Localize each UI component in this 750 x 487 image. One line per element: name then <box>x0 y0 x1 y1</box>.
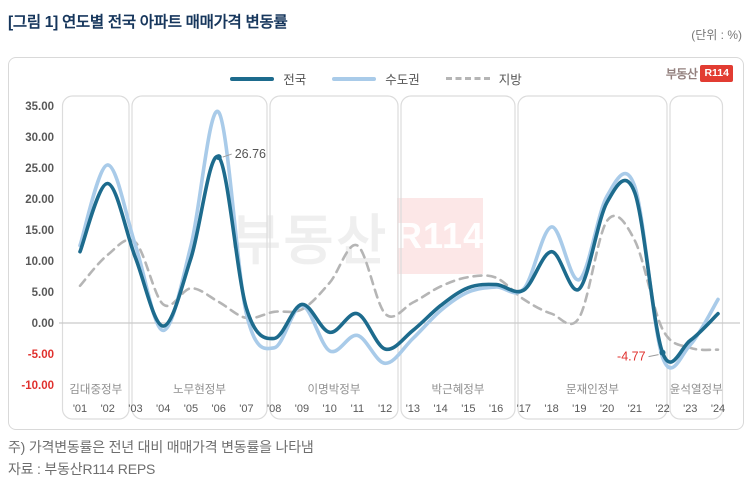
gov-box-2 <box>269 95 399 420</box>
legend-item-national: 전국 <box>230 69 306 88</box>
r114-logo-badge: R114 <box>700 65 733 82</box>
annotation-label: 26.76 <box>235 147 266 161</box>
x-tick-label: '20 <box>600 403 614 415</box>
y-tick-label: -5.00 <box>28 349 54 361</box>
chart-line-regional <box>78 214 720 352</box>
legend-item-regional: 지방 <box>445 69 522 88</box>
x-tick-label: '10 <box>322 403 336 415</box>
y-tick-label: 5.00 <box>32 287 54 299</box>
title-row: [그림 1] 연도별 전국 아파트 매매가격 변동률 (단위 : %) <box>8 10 744 42</box>
annotation-leader <box>648 354 659 358</box>
legend-item-metro: 수도권 <box>332 69 420 88</box>
annotation-leader <box>222 153 232 158</box>
gov-box-1 <box>131 95 268 420</box>
footnote-source: 자료 : 부동산R114 REPS <box>8 460 156 477</box>
line-chart-plot: 김대중정부 '01 '02 노무현정부 '03 '04 '05 '06 '07 이명박정부 '08 '… <box>21 95 740 420</box>
footnotes: 주) 가격변동률은 전년 대비 매매가격 변동률을 나타냄 자료 : 부동산R1… <box>8 437 314 480</box>
y-tick-label: 35.00 <box>25 101 54 113</box>
gov-label-0: 김대중정부 <box>69 383 122 396</box>
x-tick-label: '07 <box>239 403 253 415</box>
gov-label-3: 박근혜정부 <box>432 383 485 396</box>
x-tick-label: '12 <box>378 403 392 415</box>
x-tick-label: '15 <box>461 403 475 415</box>
y-tick-label: 15.00 <box>25 225 54 237</box>
x-tick-label: '05 <box>184 403 198 415</box>
footnote-method: 주) 가격변동률은 전년 대비 매매가격 변동률을 나타냄 <box>8 439 314 455</box>
x-tick-label: '19 <box>572 403 586 415</box>
gov-label-1: 노무현정부 <box>173 383 226 396</box>
r114-logo: 부동산 R114 <box>666 65 733 82</box>
legend-swatch <box>230 76 275 81</box>
r114-logo-text: 부동산 <box>665 67 698 81</box>
y-tick-label: -10.00 <box>21 380 54 392</box>
x-tick-label: '17 <box>517 403 531 415</box>
legend-swatch <box>445 77 490 80</box>
annotation-point <box>215 154 222 161</box>
annotation-point <box>659 349 666 356</box>
chart-legend: 전국 수도권 지방 <box>9 69 743 88</box>
y-tick-label: 25.00 <box>25 163 54 175</box>
y-tick-label: 20.00 <box>25 194 54 206</box>
x-tick-label: '08 <box>267 403 281 415</box>
x-tick-label: '18 <box>544 403 558 415</box>
gov-label-4: 문재인정부 <box>566 383 619 396</box>
legend-swatch <box>332 76 377 81</box>
gov-box-0 <box>61 95 130 420</box>
x-tick-label: '09 <box>295 403 309 415</box>
legend-label: 지방 <box>498 73 522 87</box>
gov-box-3 <box>400 95 516 420</box>
legend-label: 수도권 <box>385 73 420 87</box>
gov-box-5 <box>669 95 724 420</box>
y-tick-label: 30.00 <box>25 132 54 144</box>
y-tick-label: 0.00 <box>32 318 54 330</box>
figure-title: [그림 1] 연도별 전국 아파트 매매가격 변동률 <box>8 14 288 31</box>
gov-box-4 <box>517 95 668 420</box>
x-tick-label: '11 <box>351 403 365 415</box>
unit-label: (단위 : %) <box>691 28 742 42</box>
x-tick-label: '23 <box>683 403 697 415</box>
x-tick-label: '06 <box>212 403 226 415</box>
x-tick-label: '14 <box>433 403 447 415</box>
chart-line-national <box>78 154 720 364</box>
x-tick-label: '21 <box>628 403 642 415</box>
gov-label-5: 윤석열정부 <box>670 383 723 396</box>
chart-line-metro <box>78 109 720 370</box>
x-tick-label: '02 <box>101 403 115 415</box>
x-tick-label: '04 <box>156 403 170 415</box>
annotation-label: -4.77 <box>617 350 646 364</box>
x-tick-label: '03 <box>128 403 142 415</box>
x-tick-label: '16 <box>489 403 503 415</box>
chart-container: 전국 수도권 지방 부동산 R114 부동산 R114 김대중정부 '01 '02 노무현… <box>8 57 744 430</box>
legend-label: 전국 <box>283 73 307 87</box>
x-tick-label: '22 <box>655 403 669 415</box>
y-tick-label: 10.00 <box>25 256 54 268</box>
x-tick-label: '01 <box>73 403 87 415</box>
x-tick-label: '24 <box>711 403 725 415</box>
gov-label-2: 이명박정부 <box>308 383 361 396</box>
x-tick-label: '13 <box>406 403 420 415</box>
